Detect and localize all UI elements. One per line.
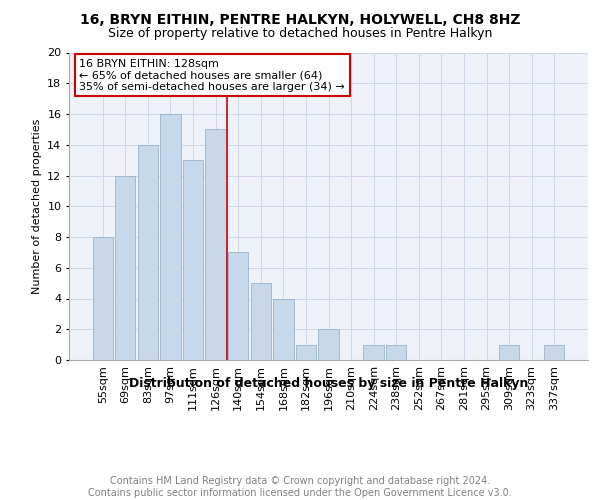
Bar [115,176,136,360]
Bar [273,298,293,360]
Text: Contains HM Land Registry data © Crown copyright and database right 2024.
Contai: Contains HM Land Registry data © Crown c… [88,476,512,498]
Bar [251,283,271,360]
Text: 16, BRYN EITHIN, PENTRE HALKYN, HOLYWELL, CH8 8HZ: 16, BRYN EITHIN, PENTRE HALKYN, HOLYWELL… [80,12,520,26]
Bar [160,114,181,360]
Text: Size of property relative to detached houses in Pentre Halkyn: Size of property relative to detached ho… [108,28,492,40]
Text: Distribution of detached houses by size in Pentre Halkyn: Distribution of detached houses by size … [129,378,529,390]
Bar [296,344,316,360]
Bar [138,145,158,360]
Bar [92,237,113,360]
Text: 16 BRYN EITHIN: 128sqm
← 65% of detached houses are smaller (64)
35% of semi-det: 16 BRYN EITHIN: 128sqm ← 65% of detached… [79,58,345,92]
Bar [499,344,519,360]
Bar [364,344,384,360]
Bar [183,160,203,360]
Bar [386,344,406,360]
Bar [544,344,565,360]
Bar [205,130,226,360]
Bar [319,329,338,360]
Bar [228,252,248,360]
Y-axis label: Number of detached properties: Number of detached properties [32,118,41,294]
